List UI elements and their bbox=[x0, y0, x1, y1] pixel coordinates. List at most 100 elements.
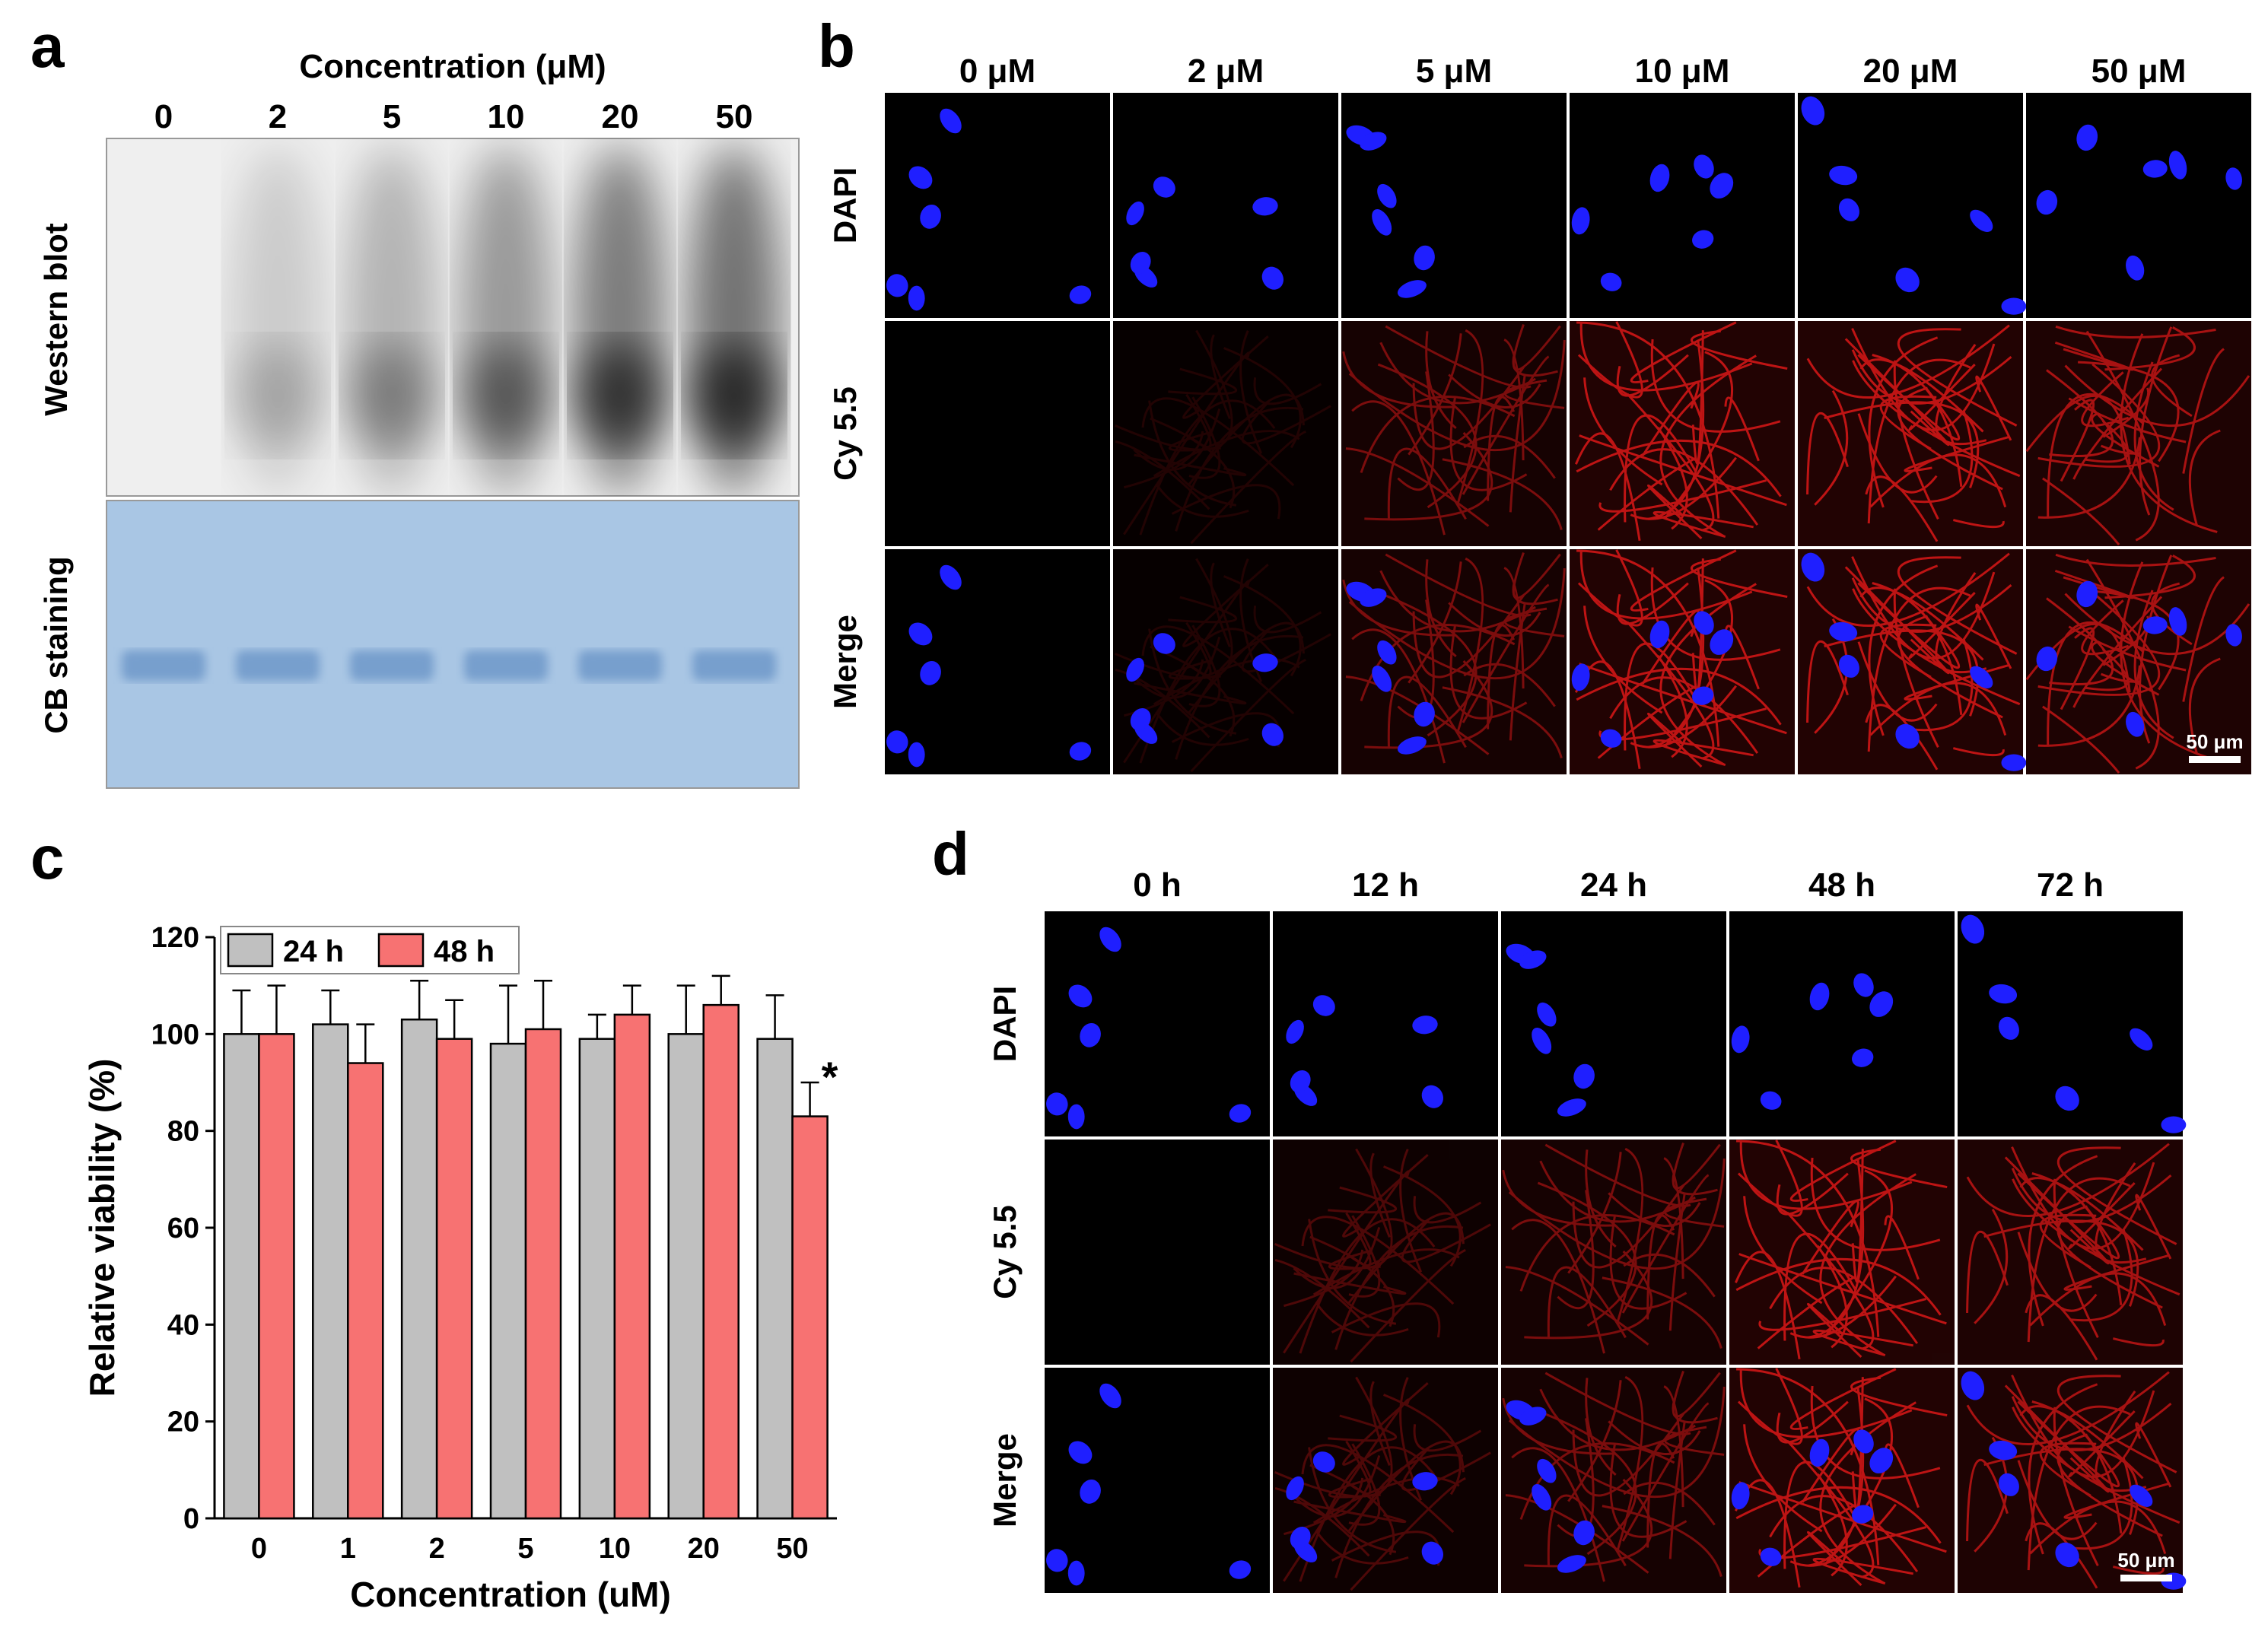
b-micrograph bbox=[1113, 549, 1338, 774]
actin-fiber bbox=[2095, 1162, 2147, 1264]
nucleus bbox=[2001, 754, 2027, 771]
legend-swatch bbox=[377, 933, 425, 968]
nucleus bbox=[2142, 160, 2168, 178]
actin-fiber bbox=[1816, 1473, 1848, 1577]
actin-fiber bbox=[1315, 1530, 1409, 1565]
actin-fiber bbox=[1609, 448, 1759, 526]
y-tick-label: 120 bbox=[151, 922, 199, 954]
actin-fiber bbox=[2120, 561, 2218, 761]
nucleus bbox=[1838, 654, 1859, 678]
actin-fiber bbox=[1576, 667, 1782, 726]
nucleus bbox=[1600, 272, 1622, 291]
nucleus bbox=[1829, 621, 1858, 642]
nucleus bbox=[1801, 96, 1825, 126]
actin-fiber bbox=[2004, 1384, 2110, 1493]
y-tick-label: 100 bbox=[151, 1019, 199, 1051]
nucleus bbox=[1694, 154, 1714, 179]
nucleus bbox=[908, 622, 933, 646]
panel-a: a Concentration (μM) 0 2 5 10 20 50 Western b… bbox=[30, 12, 800, 789]
actin-fiber bbox=[1539, 1160, 1696, 1223]
d-micrograph bbox=[1045, 1368, 1270, 1593]
actin-fiber bbox=[1456, 329, 1484, 505]
actin-signal bbox=[1273, 1140, 1498, 1365]
actin-fiber bbox=[2047, 621, 2144, 747]
actin-fiber bbox=[1512, 582, 1558, 606]
lane-labels: 0 2 5 10 20 50 bbox=[154, 98, 753, 135]
actin-fiber bbox=[1735, 1486, 1942, 1544]
nucleus bbox=[1710, 629, 1734, 655]
nucleus bbox=[1809, 982, 1830, 1011]
b-column-label: 10 μM bbox=[1635, 52, 1730, 90]
x-tick-label: 0 bbox=[251, 1533, 267, 1565]
actin-fiber bbox=[1448, 373, 1541, 409]
actin-fiber bbox=[1462, 355, 1550, 495]
b-micrograph bbox=[1341, 549, 1567, 774]
actin-fiber bbox=[1524, 1250, 1653, 1340]
actin-fiber bbox=[1547, 1266, 1627, 1339]
actin-fiber bbox=[1505, 1494, 1649, 1574]
actin-fiber bbox=[1442, 686, 1563, 758]
actin-fiber bbox=[2072, 596, 2163, 708]
nucleus bbox=[2225, 624, 2242, 647]
actin-fiber bbox=[2104, 555, 2196, 599]
scale-bar bbox=[2120, 1575, 2172, 1581]
row-label-western-blot: Western blot bbox=[38, 223, 74, 416]
actin-fiber bbox=[2188, 657, 2221, 755]
nucleus bbox=[1067, 1104, 1085, 1130]
actin-fiber bbox=[1293, 1500, 1407, 1524]
actin-fiber bbox=[1150, 645, 1236, 737]
actin-fiber bbox=[1857, 413, 1938, 494]
actin-signal bbox=[1115, 329, 1331, 545]
actin-fiber bbox=[2028, 1155, 2098, 1327]
actin-fiber bbox=[1508, 1386, 1726, 1498]
actin-fiber bbox=[1342, 1381, 1429, 1466]
bar-24h bbox=[400, 1018, 438, 1520]
nucleus bbox=[1412, 1016, 1438, 1035]
d-micrograph bbox=[1273, 911, 1498, 1136]
d-micrograph bbox=[1729, 911, 1955, 1136]
nucleus bbox=[886, 730, 908, 754]
nucleus bbox=[940, 108, 962, 134]
actin-fiber bbox=[2104, 326, 2196, 371]
b-micrograph bbox=[885, 93, 1110, 318]
nucleus bbox=[1649, 164, 1670, 192]
nucleus bbox=[1852, 1048, 1874, 1067]
nucleus bbox=[1760, 1091, 1782, 1110]
nucleus bbox=[1809, 1438, 1830, 1467]
micrograph-background bbox=[1045, 1368, 1270, 1593]
actin-fiber bbox=[1123, 351, 1250, 536]
nucleus bbox=[1571, 663, 1590, 691]
d-row-label: Cy 5.5 bbox=[987, 1205, 1023, 1299]
actin-haze bbox=[1501, 1368, 1726, 1593]
nucleus bbox=[1130, 252, 1151, 275]
nucleus bbox=[1532, 1027, 1552, 1054]
nucleus bbox=[1970, 209, 1993, 232]
actin-fiber bbox=[1328, 1414, 1397, 1442]
panel-b-letter: b bbox=[818, 12, 855, 80]
nucleus bbox=[1519, 1407, 1547, 1426]
nucleus bbox=[1760, 1547, 1782, 1566]
actin-fiber bbox=[2081, 599, 2130, 656]
nucleus bbox=[1290, 1527, 1311, 1550]
b-micrograph bbox=[1798, 93, 2027, 318]
actin-fiber bbox=[1769, 1495, 1919, 1572]
actin-fiber bbox=[2095, 1391, 2147, 1492]
actin-fiber bbox=[1401, 1219, 1491, 1264]
b-micrograph bbox=[1113, 321, 1338, 546]
nucleus bbox=[1312, 995, 1335, 1016]
actin-fiber bbox=[1188, 393, 1305, 486]
nucleus bbox=[1046, 1549, 1068, 1572]
nucleus bbox=[1537, 1002, 1557, 1027]
actin-fiber bbox=[1585, 1378, 1617, 1476]
actin-fiber bbox=[1807, 1158, 1865, 1339]
significance-marker: * bbox=[822, 1053, 838, 1101]
actin-fiber bbox=[1155, 483, 1249, 518]
actin-fiber bbox=[1602, 1505, 1722, 1577]
actin-fiber bbox=[2056, 1375, 2177, 1473]
nucleus bbox=[1537, 1458, 1557, 1483]
actin-fiber bbox=[2027, 1177, 2131, 1343]
actin-fiber bbox=[1253, 377, 1322, 405]
lane-label: 10 bbox=[488, 98, 525, 135]
actin-fiber bbox=[1621, 1402, 1710, 1542]
micrograph-background bbox=[1045, 911, 1270, 1136]
